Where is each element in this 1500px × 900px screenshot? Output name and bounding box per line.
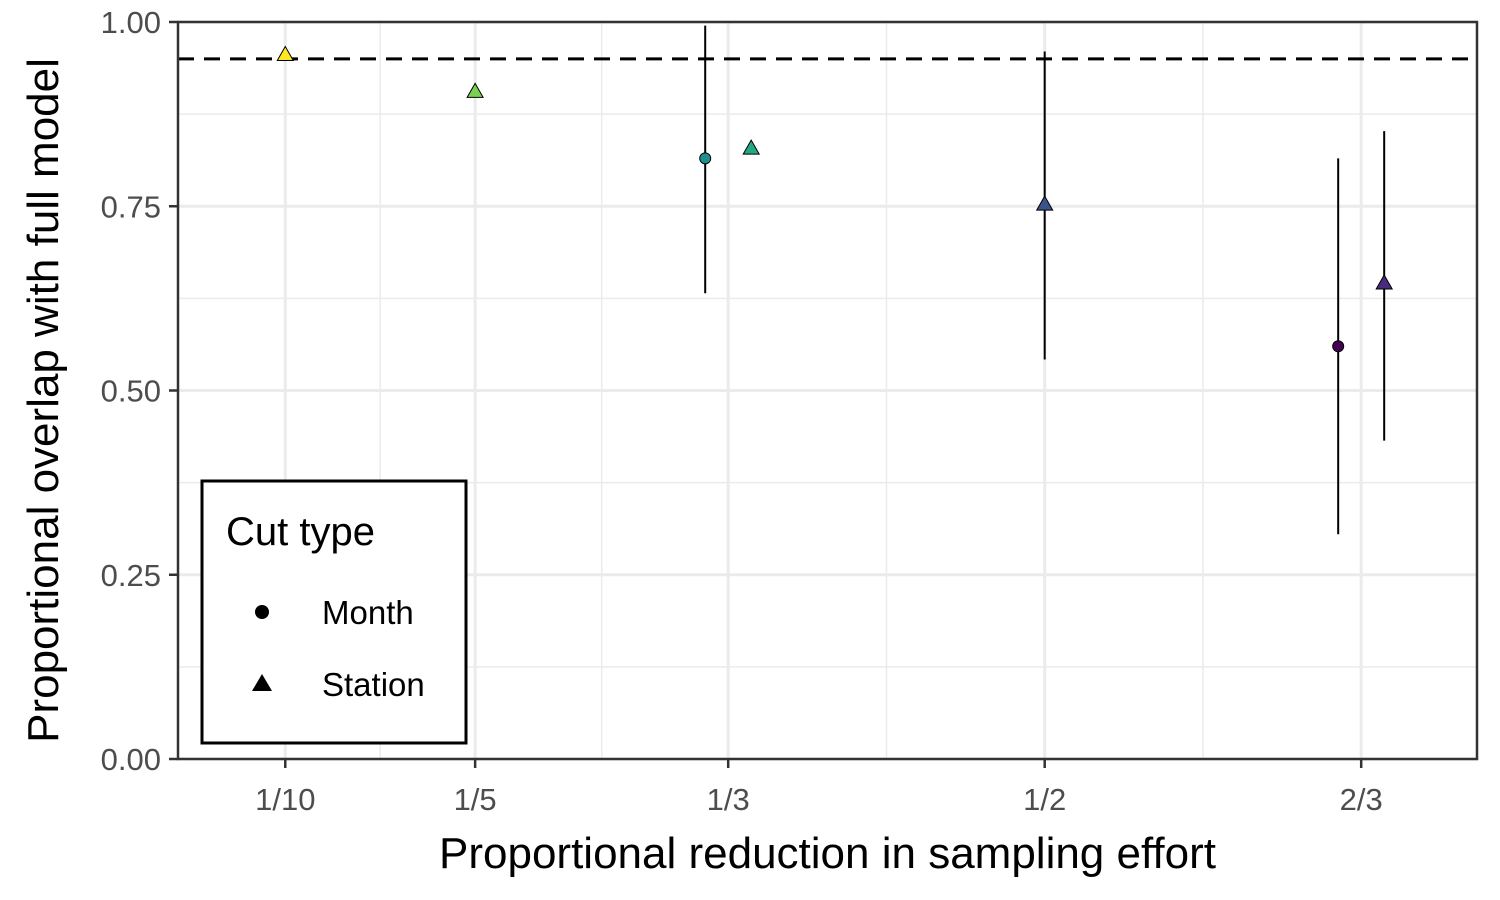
legend-box xyxy=(200,479,468,745)
legend-items: Month Station xyxy=(252,594,425,703)
legend-label: Month xyxy=(322,594,414,631)
x-axis-title: Proportional reduction in sampling effor… xyxy=(439,829,1216,878)
legend: Cut type Month Station xyxy=(200,479,468,745)
month-point xyxy=(1332,340,1345,353)
station-point xyxy=(466,82,484,98)
y-tick-label: 0.25 xyxy=(101,558,161,593)
station-point xyxy=(742,139,761,155)
legend-label: Station xyxy=(322,666,425,703)
y-axis-title: Proportional overlap with full model xyxy=(19,58,68,743)
legend-circle-icon xyxy=(255,605,269,619)
x-tick-label: 2/3 xyxy=(1340,782,1383,817)
month-point xyxy=(699,152,712,165)
y-tick-label: 0.75 xyxy=(101,189,161,224)
station-point xyxy=(1035,195,1054,211)
y-axis-ticks: 0.00 0.25 0.50 0.75 1.00 xyxy=(101,5,178,777)
y-tick-label: 1.00 xyxy=(101,5,161,40)
y-tick-label: 0.00 xyxy=(101,742,161,777)
x-tick-label: 1/5 xyxy=(454,782,497,817)
x-tick-label: 1/10 xyxy=(255,782,315,817)
legend-triangle-icon xyxy=(252,674,272,691)
station-point xyxy=(1375,273,1394,290)
x-axis-ticks: 1/10 1/5 1/3 1/2 2/3 xyxy=(255,759,1383,817)
x-tick-label: 1/2 xyxy=(1023,782,1066,817)
x-tick-label: 1/3 xyxy=(707,782,750,817)
data-points xyxy=(276,45,1394,353)
y-tick-label: 0.50 xyxy=(101,374,161,409)
legend-title: Cut type xyxy=(226,510,375,554)
station-point xyxy=(276,45,295,61)
